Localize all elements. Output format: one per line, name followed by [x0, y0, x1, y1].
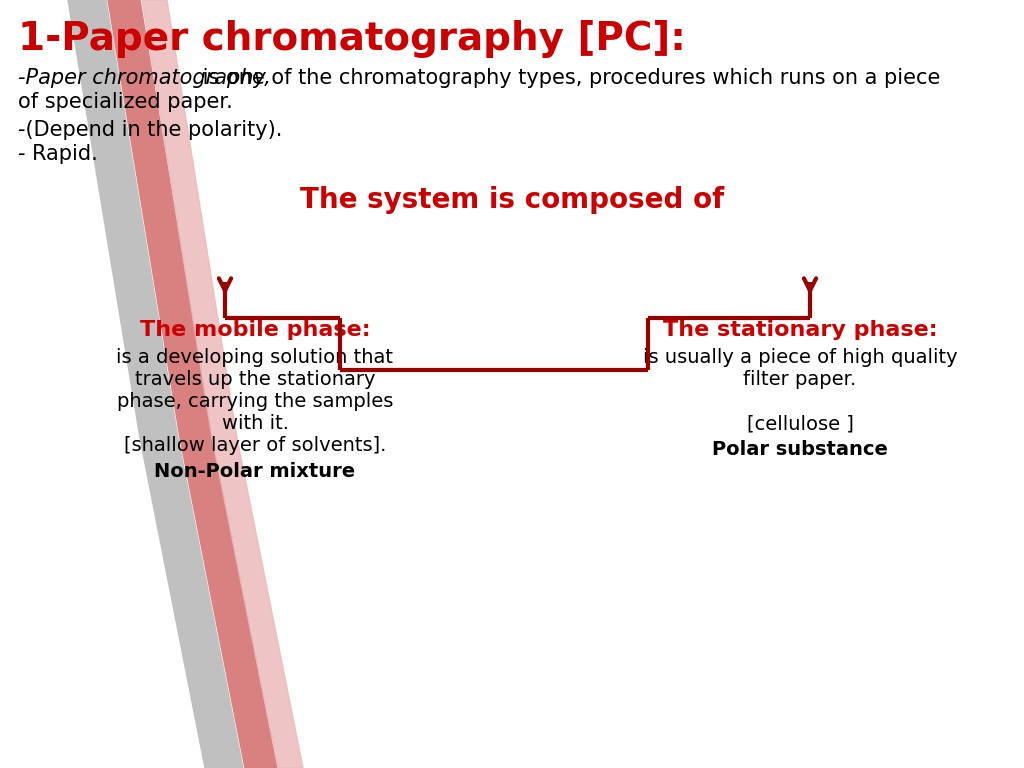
- Text: is usually a piece of high quality: is usually a piece of high quality: [643, 348, 957, 367]
- Text: is a developing solution that: is a developing solution that: [117, 348, 393, 367]
- Text: -(Depend in the polarity).: -(Depend in the polarity).: [18, 120, 283, 140]
- Polygon shape: [142, 0, 303, 768]
- Text: of specialized paper.: of specialized paper.: [18, 92, 232, 112]
- Text: is one of the chromatography types, procedures which runs on a piece: is one of the chromatography types, proc…: [197, 68, 941, 88]
- Text: phase, carrying the samples: phase, carrying the samples: [117, 392, 393, 411]
- Text: - Rapid.: - Rapid.: [18, 144, 97, 164]
- Text: The system is composed of: The system is composed of: [300, 186, 724, 214]
- Text: Non-Polar mixture: Non-Polar mixture: [155, 462, 355, 481]
- Text: Polar substance: Polar substance: [712, 440, 888, 459]
- Text: -Paper chromatography,: -Paper chromatography,: [18, 68, 271, 88]
- Text: The mobile phase:: The mobile phase:: [139, 320, 371, 340]
- Text: travels up the stationary: travels up the stationary: [135, 370, 375, 389]
- Polygon shape: [68, 0, 243, 768]
- Text: [cellulose ]: [cellulose ]: [746, 414, 853, 433]
- Text: filter paper.: filter paper.: [743, 370, 857, 389]
- Text: [shallow layer of solvents].: [shallow layer of solvents].: [124, 436, 386, 455]
- Text: with it.: with it.: [221, 414, 289, 433]
- Polygon shape: [108, 0, 278, 768]
- Text: 1-Paper chromatography [PC]:: 1-Paper chromatography [PC]:: [18, 20, 686, 58]
- Text: The stationary phase:: The stationary phase:: [663, 320, 937, 340]
